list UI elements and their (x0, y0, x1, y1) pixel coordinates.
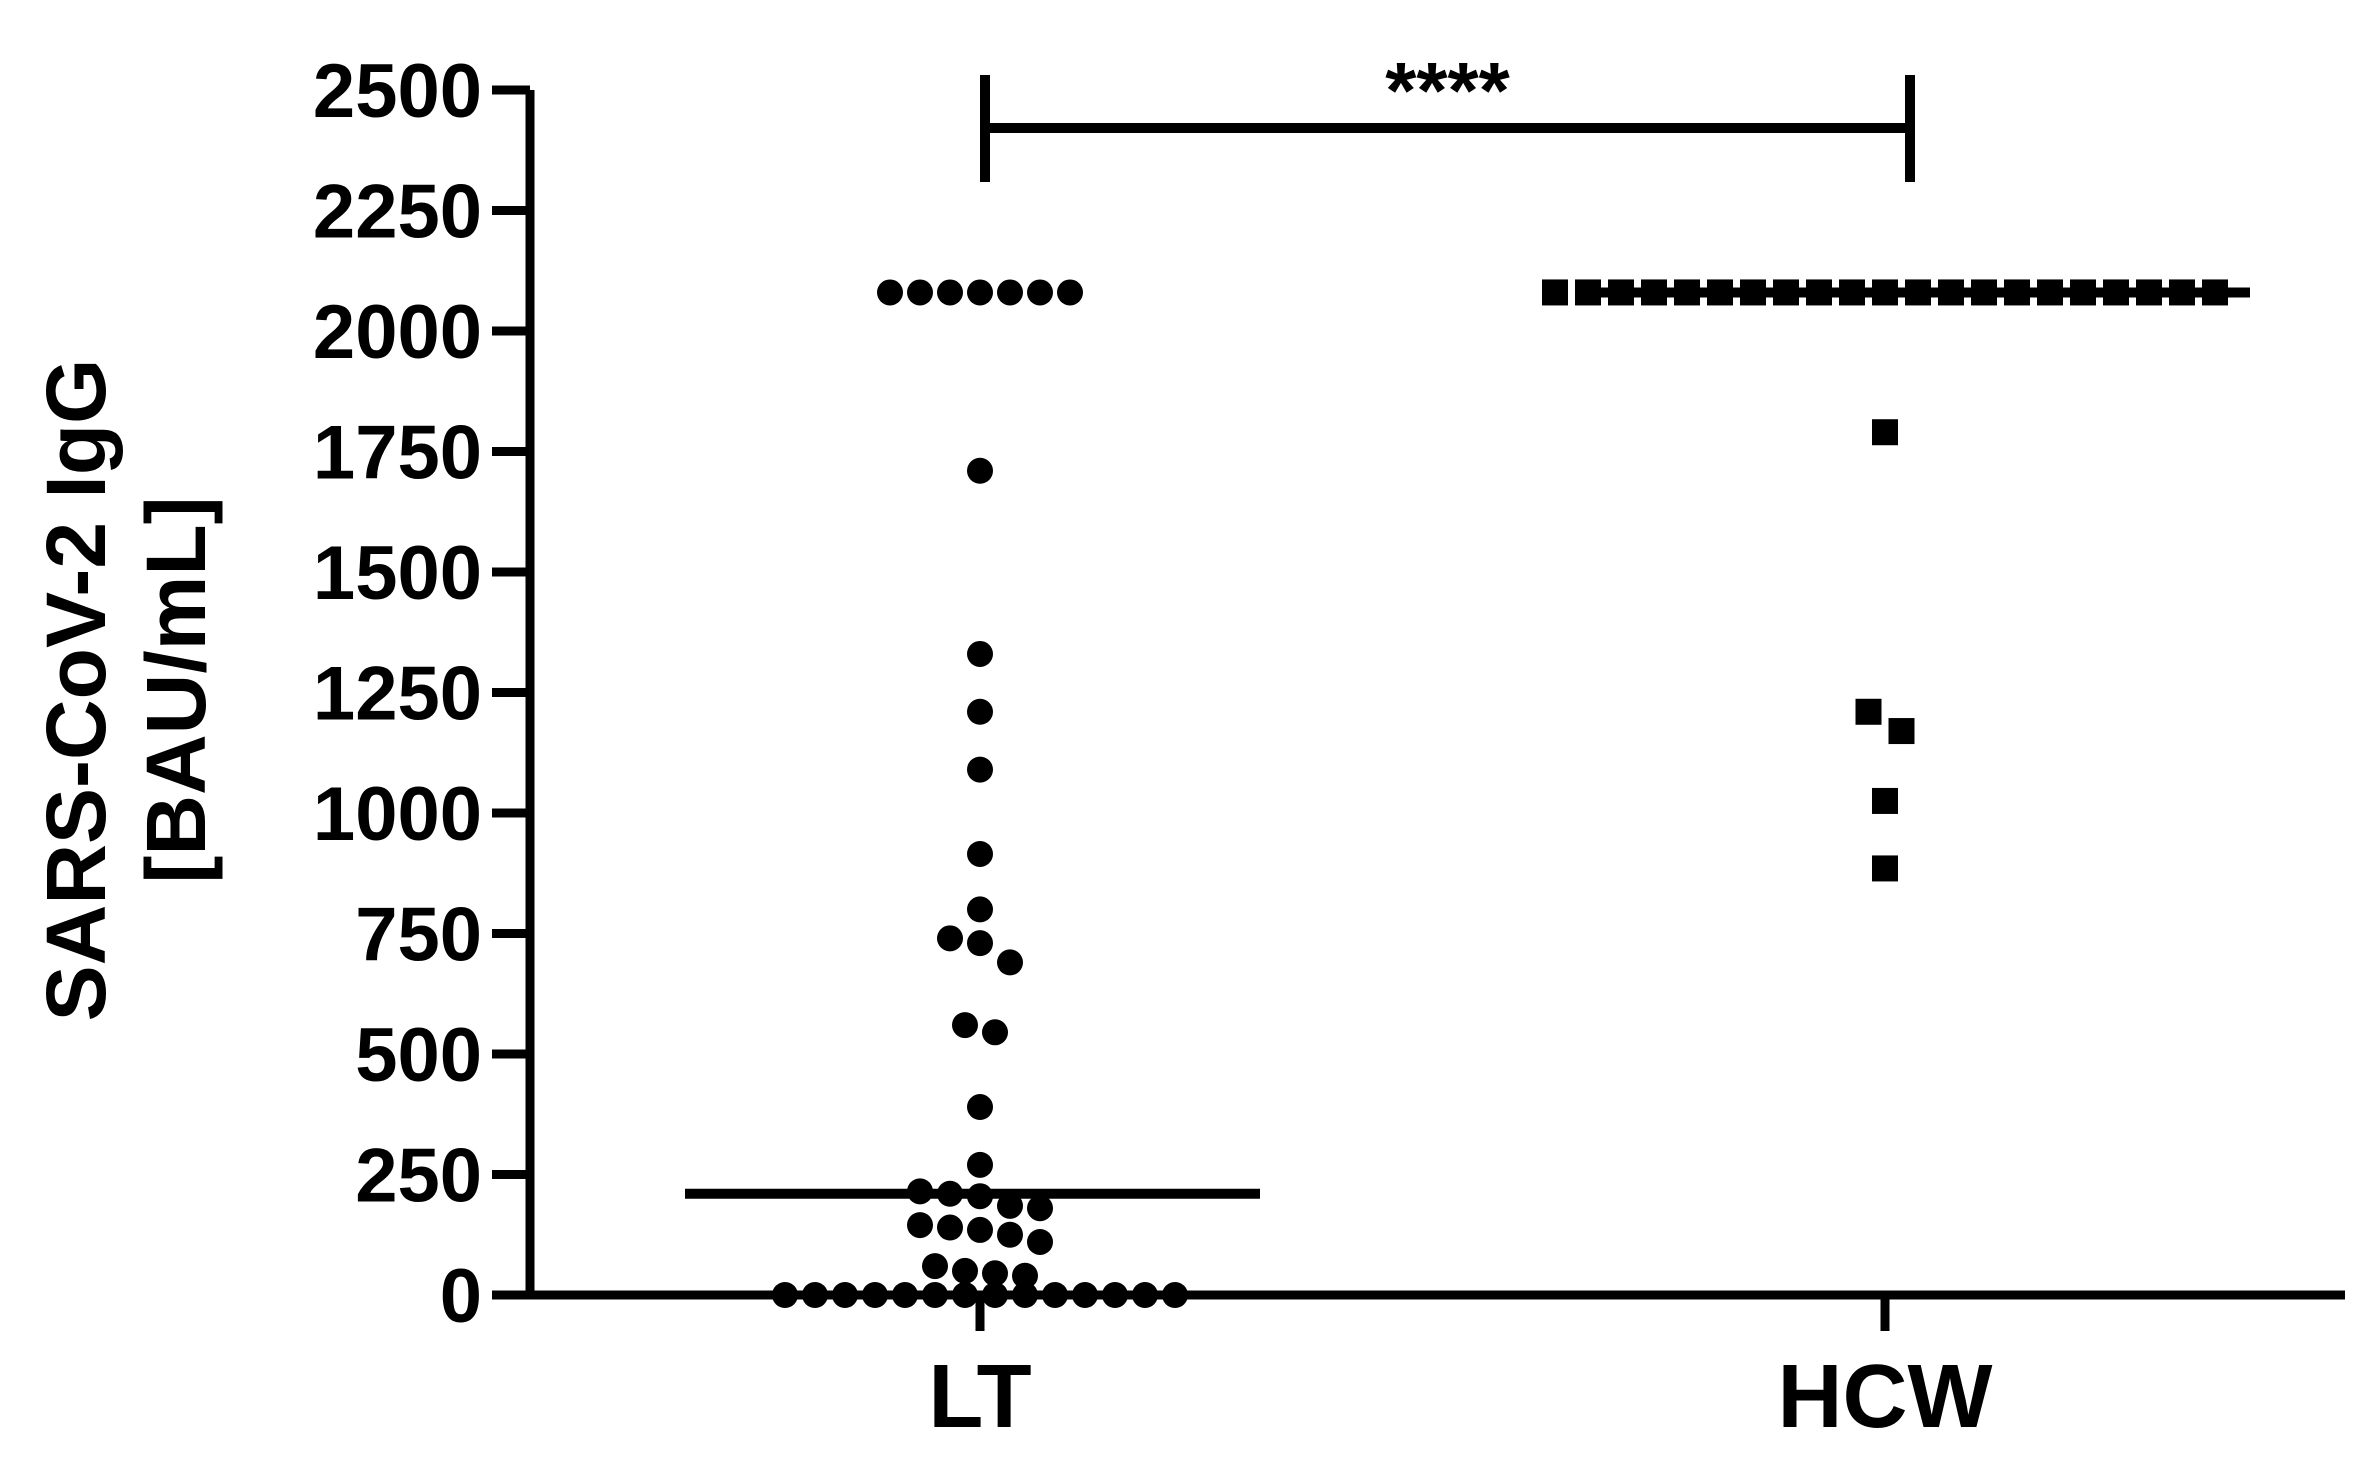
y-tick-label: 1250 (313, 652, 482, 737)
data-point-lt (907, 279, 933, 306)
data-point-lt (967, 756, 993, 783)
significance-bracket: **** (980, 46, 1915, 182)
data-point-lt (967, 896, 993, 923)
data-point-lt (922, 1282, 948, 1308)
data-point-hcw (1542, 279, 1568, 306)
data-point-hcw (1888, 718, 1915, 745)
data-point-lt (892, 1282, 918, 1308)
data-point-lt (802, 1282, 828, 1308)
data-point-lt (967, 640, 993, 667)
data-point-lt (967, 698, 993, 725)
y-axis: 0 250 500 750 1000 1250 1500 1750 2000 2250 2500 (313, 49, 535, 1339)
data-point-hcw (1855, 698, 1882, 725)
y-tick-label: 2000 (313, 290, 482, 375)
y-tick-label: 500 (355, 1013, 482, 1098)
data-point-lt (967, 279, 993, 306)
median-lines (685, 287, 2250, 1199)
data-point-lt (967, 457, 993, 484)
data-point-lt (952, 1282, 978, 1308)
data-point-lt (1102, 1282, 1128, 1308)
data-point-lt (967, 1094, 993, 1121)
data-point-lt (1027, 1228, 1053, 1255)
data-point-lt (982, 1282, 1008, 1308)
significance-label: **** (1385, 46, 1510, 135)
y-tick-label: 250 (355, 1134, 482, 1219)
data-point-lt (967, 930, 993, 957)
y-tick-label: 750 (355, 893, 482, 978)
data-point-lt (1057, 279, 1083, 306)
data-point-lt (937, 279, 963, 306)
data-point-lt (1027, 279, 1053, 306)
data-point-lt (997, 279, 1023, 306)
y-axis-label-line: SARS-CoV-2 IgG (29, 359, 123, 1022)
data-point-lt (982, 1019, 1008, 1046)
data-point-lt (1042, 1282, 1068, 1308)
data-point-lt (997, 1192, 1023, 1219)
data-point-lt (832, 1282, 858, 1308)
data-point-lt (1012, 1262, 1038, 1289)
y-tick-label: 1000 (313, 772, 482, 857)
data-point-lt (952, 1012, 978, 1039)
data-point-lt (1072, 1282, 1098, 1308)
data-point-lt (937, 925, 963, 952)
data-point-lt (877, 279, 903, 306)
data-point-lt (952, 1257, 978, 1284)
data-point-lt (997, 1221, 1023, 1248)
y-tick-label: 2500 (313, 49, 482, 134)
data-point-lt (772, 1282, 798, 1308)
data-point-lt (1132, 1282, 1158, 1308)
data-point-lt (967, 1151, 993, 1178)
data-point-hcw (1872, 855, 1898, 882)
data-point-hcw (1872, 787, 1898, 814)
data-point-lt (982, 1260, 1008, 1287)
data-point-lt (1027, 1195, 1053, 1222)
x-category-label: HCW (1778, 1347, 1993, 1447)
data-points (772, 279, 2228, 1308)
y-tick-label: 0 (440, 1254, 482, 1339)
data-point-hcw (1872, 419, 1898, 446)
y-tick-label: 1500 (313, 531, 482, 616)
data-point-lt (1162, 1282, 1188, 1308)
y-tick-label: 1750 (313, 411, 482, 496)
significance-bracket-line (980, 75, 1915, 182)
x-category-label: LT (928, 1347, 1031, 1447)
y-axis-label-line: [BAU/mL] (129, 496, 223, 883)
data-point-lt (1012, 1282, 1038, 1308)
data-point-lt (907, 1212, 933, 1239)
y-axis-label: SARS-CoV-2 IgG [BAU/mL] (29, 359, 223, 1022)
data-point-lt (967, 840, 993, 867)
data-point-lt (967, 1216, 993, 1243)
data-point-lt (862, 1282, 888, 1308)
data-point-lt (937, 1214, 963, 1241)
x-axis: LT HCW (526, 1290, 2345, 1447)
data-point-lt (997, 949, 1023, 976)
y-tick-label: 2250 (313, 170, 482, 255)
data-point-lt (922, 1253, 948, 1280)
